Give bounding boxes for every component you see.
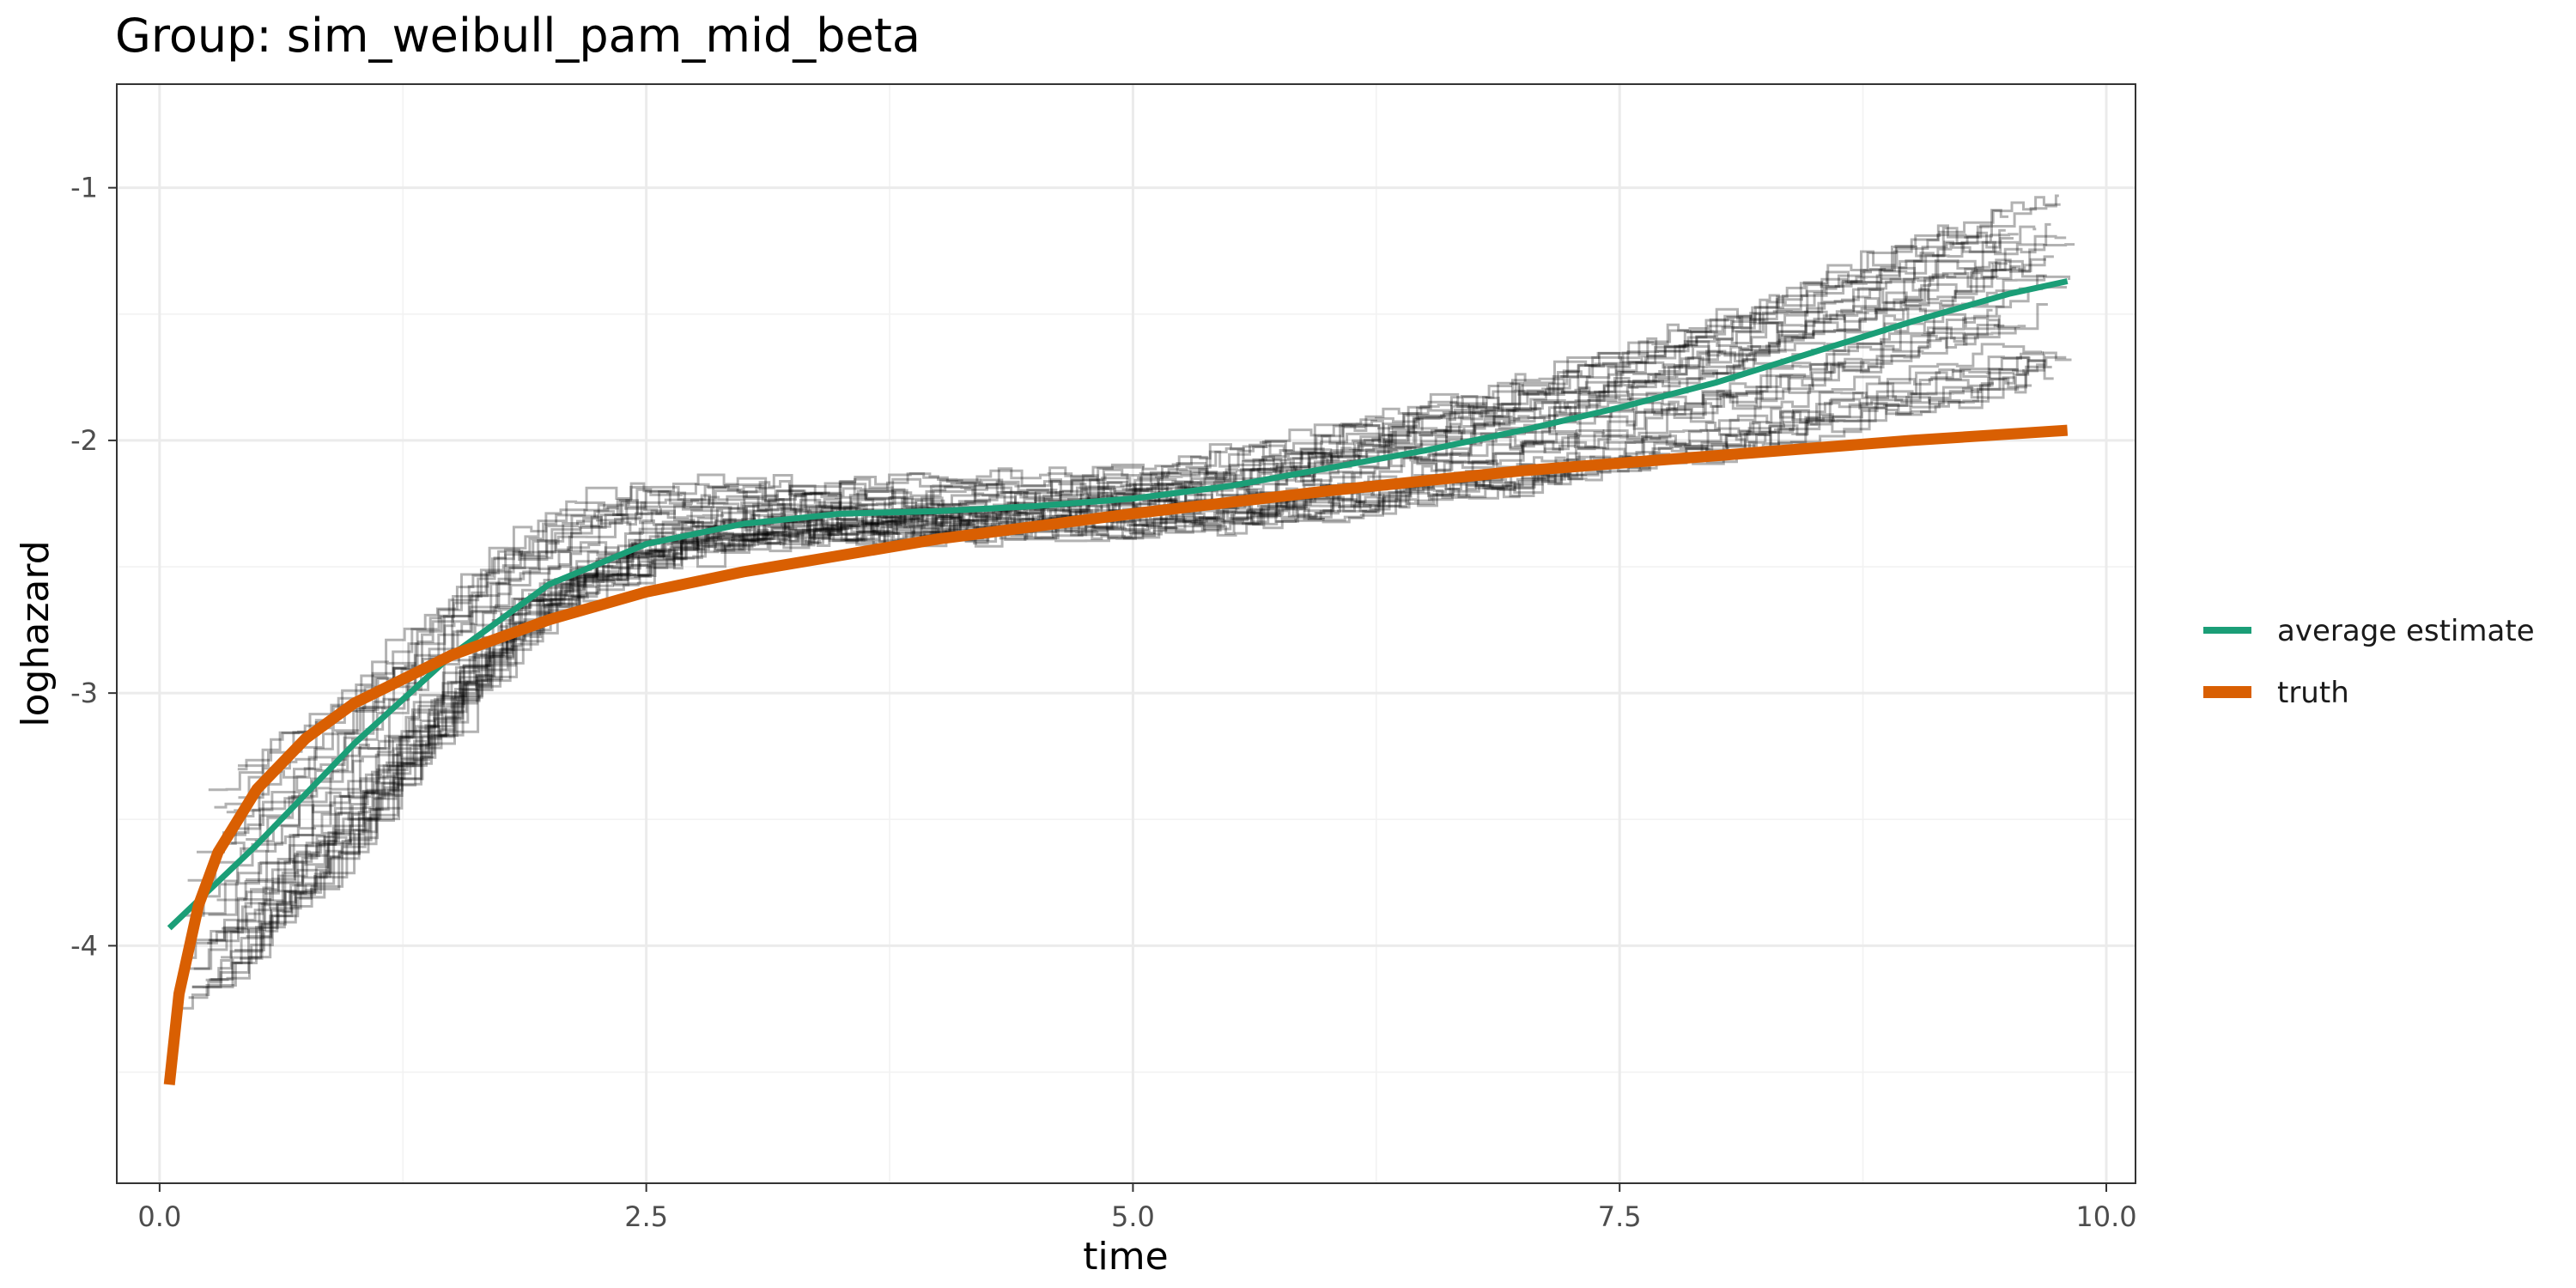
simulation-path-24 [226,233,2019,814]
simulation-path-26 [214,222,2051,809]
chart-title: Group: sim_weibull_pam_mid_beta [115,9,920,63]
series-lines [163,278,2069,1085]
simulation-path-19 [208,225,2037,916]
panel-border [116,83,2136,1184]
simulation-path-10 [181,228,2006,1010]
simulation-path-15 [246,319,2005,881]
plot-panel [116,83,2136,1184]
simulation-path-25 [210,255,2054,981]
simulation-path-0 [223,258,2017,845]
simulation-path-20 [188,368,2026,999]
x-tick-label-2: 5.0 [1111,1200,1155,1233]
panel-background [117,84,2136,1183]
simulation-path-4 [224,274,2047,836]
y-tick-label-0: -4 [70,929,98,962]
simulation-path-34 [203,319,2026,915]
simulation-path-29 [231,324,2017,853]
x-tick-label-3: 7.5 [1598,1200,1642,1233]
axis-ticks: 0.0 2.5 5.0 7.5 10.0 -4 -3 -2 -1 [70,172,2137,1233]
simulation-path-33 [238,258,2046,768]
simulation-path-27 [205,355,2046,981]
x-tick-label-1: 2.5 [624,1200,668,1233]
simulation-path-14 [221,237,2014,959]
y-tick-label-3: -1 [70,172,98,204]
legend: average estimate truth [2203,614,2535,710]
simulation-path-3 [197,351,2072,854]
y-tick-label-2: -2 [70,424,98,457]
series-line-average-estimate [167,278,2069,931]
x-tick-label-4: 10.0 [2075,1200,2136,1233]
y-tick-label-1: -3 [70,677,98,709]
legend-label-truth: truth [2277,676,2349,710]
y-axis-title: loghazard [14,540,58,726]
simulation-path-18 [238,196,2061,799]
x-axis-title: time [1083,1235,1168,1279]
legend-label-average-estimate: average estimate [2277,614,2535,648]
simulation-path-32 [187,371,2029,882]
simulation-path-11 [246,343,2042,841]
series-line-truth [163,424,2069,1085]
x-tick-label-0: 0.0 [137,1200,181,1233]
simulation-path-6 [222,224,1990,930]
grid-lines [117,84,2136,1183]
